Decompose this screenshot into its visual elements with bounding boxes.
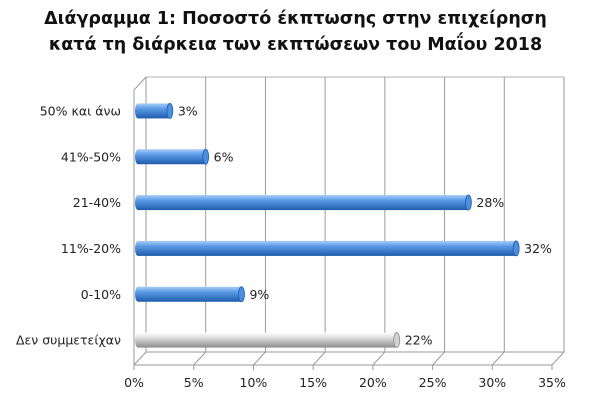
floor-gridline-4 (372, 351, 386, 366)
x-tick-label: 30% (478, 375, 506, 390)
bar-end-cap (166, 103, 174, 119)
category-label: 21-40% (73, 195, 121, 210)
bar-blue (135, 103, 174, 119)
bar-start-cap (135, 286, 141, 302)
x-tick-label: 0% (124, 375, 144, 390)
floor-gridline-5 (432, 351, 445, 366)
data-label: 32% (524, 241, 552, 256)
bar-body (138, 195, 469, 211)
bar-body (138, 103, 170, 119)
bar-end-cap (202, 148, 210, 165)
bar-blue (135, 286, 245, 303)
x-tick-label: 10% (240, 375, 268, 390)
category-label: 41%-50% (61, 149, 121, 164)
bar-body (138, 286, 242, 302)
bar-gray (135, 332, 401, 348)
floor-gridline-1 (193, 351, 207, 366)
x-tick-label: 20% (359, 375, 387, 390)
data-label: 6% (214, 149, 234, 164)
data-label: 3% (178, 103, 198, 118)
bar-start-cap (135, 103, 141, 119)
bar-start-cap (135, 332, 141, 348)
bar-end-cap (512, 240, 520, 257)
floor-gridline-2 (253, 351, 266, 366)
x-tick-label: 35% (538, 375, 566, 390)
chart-title-line-2: κατά τη διάρκεια των εκπτώσεων του Μαΐου… (48, 35, 543, 55)
chart-title-line-1: Διάγραμμα 1: Ποσοστό έκπτωσης στην επιχε… (44, 9, 547, 29)
bar-end-cap (464, 194, 472, 211)
bar-start-cap (135, 149, 141, 165)
bar-start-cap (135, 195, 141, 211)
bar-blue (135, 148, 210, 165)
data-label: 22% (405, 333, 433, 348)
floor-gridline-0 (133, 351, 147, 366)
bar-blue (135, 194, 472, 211)
chart-title: Διάγραμμα 1: Ποσοστό έκπτωσης στην επιχε… (0, 6, 591, 58)
bar-end-cap (393, 332, 401, 348)
category-label: 50% και άνω (40, 103, 121, 118)
data-label: 28% (476, 195, 504, 210)
floor-gridline-6 (491, 351, 505, 366)
left-wall-top-edge (133, 76, 147, 91)
bar-body (138, 332, 397, 348)
grid (133, 76, 565, 370)
data-label: 9% (249, 287, 269, 302)
x-tick-label: 15% (299, 375, 327, 390)
category-label: 11%-20% (61, 241, 121, 256)
labels: 0% 5% 10% 15% 20% 25% 30% 35% 50% και άνω 3% 41%-5… (16, 103, 566, 390)
bar-blue (135, 240, 520, 257)
bar-body (138, 149, 206, 165)
bar-end-cap (238, 286, 245, 303)
floor-gridline-3 (312, 351, 326, 366)
x-tick-label: 25% (419, 375, 447, 390)
floor-gridline-7 (551, 351, 565, 366)
bar-start-cap (135, 240, 141, 256)
category-label: 0-10% (81, 287, 121, 302)
bars (135, 103, 520, 348)
category-label: Δεν συμμετείχαν (16, 333, 121, 348)
bar-body (138, 240, 517, 256)
x-tick-label: 5% (184, 375, 204, 390)
